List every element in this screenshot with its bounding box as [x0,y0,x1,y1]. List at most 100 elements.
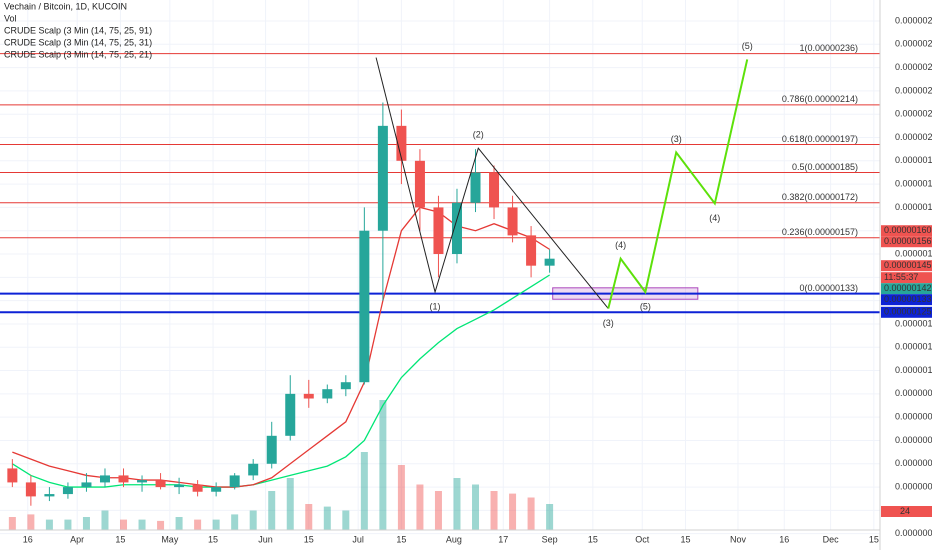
candle-body [155,480,166,488]
volume-bar [323,506,331,530]
x-tick-label: 16 [23,534,33,544]
chart-title: Vechain / Bitcoin, 1D, KUCOIN [4,1,127,11]
y-tick-label: 0.00000120 [895,318,932,328]
y-tick-label: 0.00000220 [895,85,932,95]
wave-label: (5) [742,41,753,51]
candle-body [44,494,55,497]
wave-label: (5) [640,301,651,311]
x-tick-label: Dec [823,534,840,544]
price-tag-label: 0.00000142 [884,283,932,293]
candle-body [526,235,537,266]
candle-body [229,475,240,488]
volume-bar [434,491,442,530]
volume-bar [268,491,276,530]
candle-body [174,484,185,488]
candle-body [248,463,259,476]
candle-body [322,389,333,399]
price-tag [881,283,932,295]
x-tick-label: 15 [115,534,125,544]
fib-label: 0.236(0.00000157) [782,227,858,237]
y-tick-label: 0.00000030 [895,528,932,538]
y-tick-label: 0.00000060 [895,458,932,468]
volume-bar [138,519,146,530]
candle-body [414,160,425,208]
candle-body [303,393,314,399]
wave-path [375,57,609,309]
y-tick-label: 0.00000080 [895,412,932,422]
volume-bar [509,493,517,530]
volume-bar [360,452,368,530]
fib-label: 0.5(0.00000185) [792,162,858,172]
volume-bar [379,400,387,530]
volume-bar [342,510,350,530]
fib-label: 0.382(0.00000172) [782,192,858,202]
candle-body [433,207,444,255]
price-tag [881,225,932,237]
fib-label: 0(0.00000133) [799,283,858,293]
volume-bar [231,514,239,530]
x-tick-label: Apr [70,534,84,544]
wave-label: (4) [615,240,626,250]
y-tick-label: 0.00000180 [895,178,932,188]
volume-bar [45,519,53,530]
volume-bar [527,497,535,530]
x-tick-label: 15 [588,534,598,544]
volume-bar [175,517,183,530]
candle-body [544,258,555,266]
candle-body [489,172,500,208]
candle-body [396,125,407,161]
volume-bar [490,491,498,530]
fib-label: 1(0.00000236) [799,43,858,53]
volume-bar [472,484,480,530]
y-tick-label: 0.00000100 [895,365,932,375]
price-tag [881,236,932,248]
price-tag [881,260,932,272]
volume-bar [249,510,257,530]
candle-body [340,382,351,390]
y-tick-label: 0.00000090 [895,388,932,398]
candle-body [25,482,36,497]
wave-label: (3) [671,134,682,144]
y-tick-label: 0.00000170 [895,202,932,212]
y-tick-label: 0.00000200 [895,132,932,142]
price-tag-label: 0.00000133 [884,294,932,304]
y-tick-label: 0.00000210 [895,109,932,119]
volume-tag-label: 24 [900,506,910,516]
volume-bar [82,517,90,530]
volume-bar [212,519,220,530]
wave-path [607,59,749,309]
candle-body [211,487,222,492]
volume-bar [397,465,405,530]
candle-body [137,480,148,483]
legend-item: CRUDE Scalp (3 Min (14, 75, 25, 21) [4,49,152,59]
price-tag-label: 0.00000156 [884,236,932,246]
volume-bar [27,514,35,530]
fib-label: 0.618(0.00000197) [782,134,858,144]
candle-body [99,475,110,483]
legend-item: Vol [4,13,17,23]
price-tag-label: 11:55:37 [884,272,918,282]
volume-bar [453,478,461,530]
y-tick-label: 0.00000240 [895,39,932,49]
x-tick-label: Aug [446,534,462,544]
wave-label: (4) [709,213,720,223]
legend-item: CRUDE Scalp (3 Min (14, 75, 25, 91) [4,25,152,35]
x-tick-label: 17 [498,534,508,544]
y-tick-label: 0.00000250 [895,15,932,25]
x-tick-label: 15 [869,534,879,544]
price-tag [881,294,932,306]
candle-body [192,484,203,492]
x-tick-label: Jul [352,534,364,544]
y-tick-label: 0.00000110 [895,342,932,352]
x-tick-label: May [161,534,179,544]
x-tick-label: Nov [730,534,747,544]
candle-body [62,487,73,495]
volume-bar [8,517,16,530]
y-tick-label: 0.00000150 [895,248,932,258]
x-tick-label: 15 [304,534,314,544]
x-tick-label: Oct [635,534,650,544]
wave-label: (3) [603,318,614,328]
